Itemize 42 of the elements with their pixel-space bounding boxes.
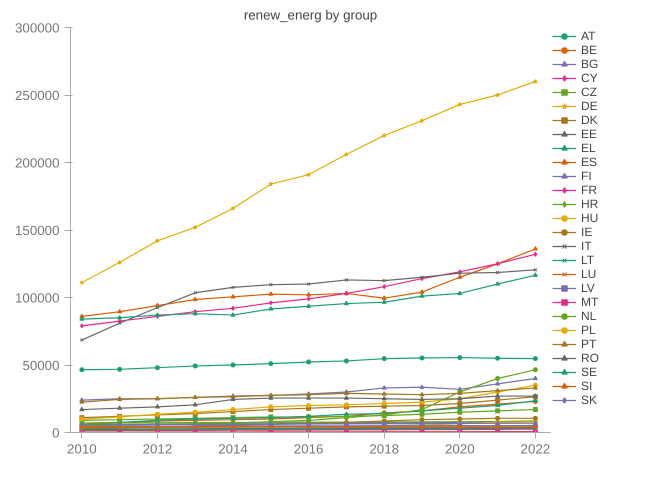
legend-label: NL [581, 309, 598, 323]
legend-label: HU [581, 211, 600, 225]
x-tick-label: 2014 [218, 442, 248, 456]
legend-label: SI [581, 379, 594, 393]
legend-label: LU [581, 267, 598, 281]
x-tick-label: 2010 [67, 442, 97, 456]
legend-label: ES [581, 155, 598, 169]
y-tick-label: 300000 [15, 20, 60, 36]
legend-label: BE [581, 43, 598, 57]
legend-label: CZ [581, 85, 598, 99]
legend-label: MT [581, 295, 600, 309]
legend-label: EE [581, 127, 598, 141]
legend-label: LV [581, 281, 596, 295]
legend-label: DK [581, 113, 599, 127]
x-tick-label: 2018 [369, 442, 400, 456]
y-tick-label: 100000 [15, 290, 60, 306]
chart-title: renew_energ by group [244, 8, 378, 22]
x-tick-label: 2020 [444, 442, 475, 456]
y-tick-label: 0 [52, 426, 60, 440]
y-tick-label: 50000 [22, 358, 60, 373]
legend-label: SK [581, 393, 598, 407]
legend-label: PT [581, 337, 598, 351]
legend-label: SE [581, 365, 598, 379]
legend-label: CY [581, 71, 599, 85]
legend-label: EL [581, 141, 597, 155]
x-tick-label: 2022 [520, 442, 550, 456]
x-tick-label: 2012 [142, 442, 172, 456]
legend-label: BG [581, 57, 600, 71]
legend-label: IE [581, 225, 594, 239]
legend-label: FR [581, 183, 598, 197]
legend-label: DE [581, 99, 599, 113]
legend-label: AT [581, 29, 596, 43]
legend-label: LT [581, 253, 596, 267]
x-tick-label: 2016 [294, 442, 324, 456]
legend-label: FI [581, 169, 593, 183]
y-tick-label: 200000 [15, 156, 60, 170]
legend-label: IT [581, 239, 593, 253]
legend-label: PL [581, 323, 597, 337]
legend-label: HR [581, 197, 600, 211]
y-tick-label: 150000 [15, 223, 60, 238]
legend-label: RO [581, 351, 600, 365]
y-tick-label: 250000 [15, 88, 60, 103]
